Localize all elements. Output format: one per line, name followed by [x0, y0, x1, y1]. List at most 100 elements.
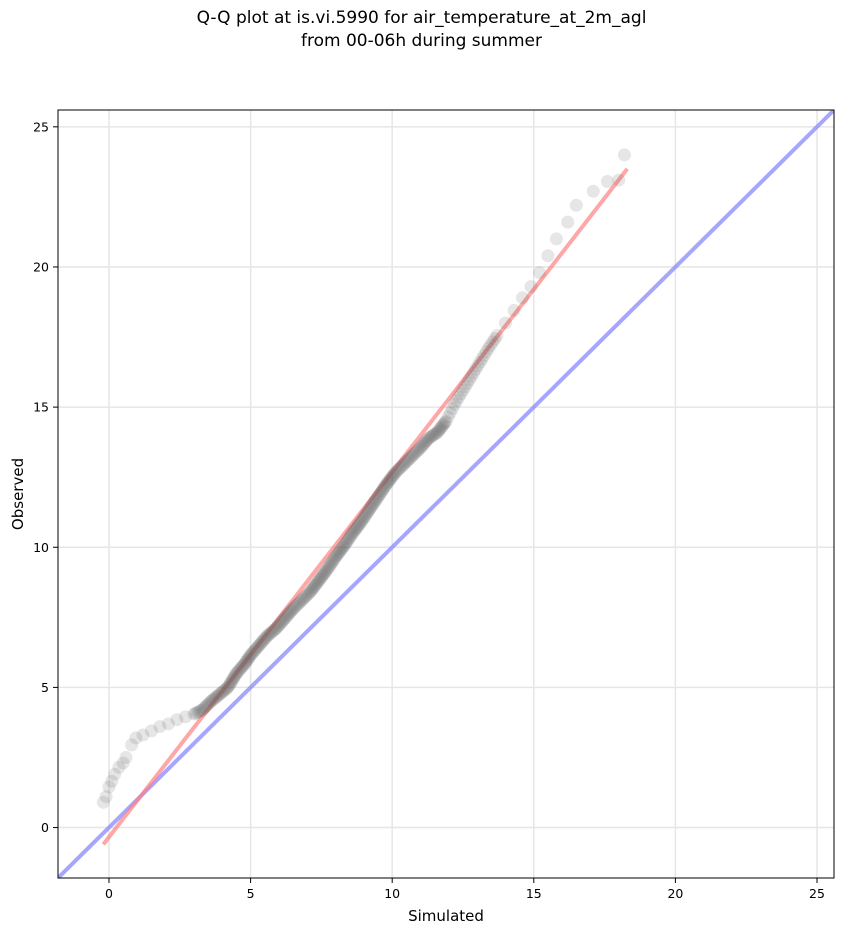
- data-point: [341, 533, 355, 547]
- grid: [58, 110, 834, 878]
- data-point: [269, 622, 283, 636]
- data-point: [263, 626, 277, 640]
- data-point: [195, 703, 209, 717]
- data-point: [314, 571, 328, 585]
- data-point: [406, 448, 420, 462]
- data-point: [319, 564, 333, 578]
- data-point: [481, 341, 495, 355]
- data-point: [295, 594, 309, 608]
- data-point: [612, 173, 626, 187]
- data-point: [241, 652, 255, 666]
- data-point: [447, 397, 461, 411]
- data-point: [416, 438, 430, 452]
- data-point: [253, 637, 267, 651]
- data-point: [231, 665, 245, 679]
- data-point: [316, 568, 330, 582]
- chart-title-line-2: from 00-06h during summer: [301, 31, 542, 51]
- data-point: [364, 501, 378, 515]
- data-point: [322, 560, 336, 574]
- data-point: [315, 570, 329, 584]
- data-point: [515, 291, 529, 305]
- data-point: [401, 453, 415, 467]
- data-point: [441, 410, 455, 424]
- data-point: [344, 528, 358, 542]
- data-point: [436, 418, 450, 432]
- x-tick-label: 5: [247, 886, 255, 901]
- x-tick-label: 20: [667, 886, 683, 901]
- data-point: [335, 542, 349, 556]
- data-point: [99, 790, 113, 804]
- data-point: [391, 463, 405, 477]
- data-point: [208, 691, 222, 705]
- data-point: [325, 555, 339, 569]
- data-point: [299, 589, 313, 603]
- data-point: [486, 335, 500, 349]
- data-point: [200, 699, 214, 713]
- data-point: [422, 431, 436, 445]
- data-point: [244, 648, 258, 662]
- data-point: [369, 493, 383, 507]
- data-point: [394, 460, 408, 474]
- data-point: [240, 654, 254, 668]
- data-point: [337, 539, 351, 553]
- data-point: [329, 550, 343, 564]
- x-tick-label: 0: [105, 886, 113, 901]
- data-point: [234, 661, 248, 675]
- data-point: [261, 629, 275, 643]
- data-point: [257, 633, 271, 647]
- data-point: [477, 348, 491, 362]
- data-point: [238, 657, 252, 671]
- data-point: [428, 427, 442, 441]
- data-point: [352, 518, 366, 532]
- data-point: [372, 488, 386, 502]
- data-point: [297, 591, 311, 605]
- data-point: [389, 465, 403, 479]
- data-point: [549, 232, 563, 246]
- data-point: [351, 519, 365, 533]
- data-point: [432, 424, 446, 438]
- data-point: [235, 659, 249, 673]
- y-tick-label: 25: [33, 119, 49, 134]
- data-point: [426, 428, 440, 442]
- x-tick-label: 10: [384, 886, 400, 901]
- data-point: [201, 697, 215, 711]
- data-point: [471, 359, 485, 373]
- data-point: [312, 574, 326, 588]
- data-point: [469, 362, 483, 376]
- y-tick-label: 0: [41, 820, 49, 835]
- data-point: [411, 444, 425, 458]
- data-point: [293, 595, 307, 609]
- data-point: [600, 174, 614, 188]
- data-point: [338, 537, 352, 551]
- data-point: [223, 677, 237, 691]
- data-point: [274, 616, 288, 630]
- data-point: [357, 510, 371, 524]
- data-point: [326, 553, 340, 567]
- data-point: [383, 473, 397, 487]
- data-point: [435, 420, 449, 434]
- data-point: [251, 640, 265, 654]
- data-point: [378, 479, 392, 493]
- data-point: [250, 641, 264, 655]
- data-point: [178, 710, 192, 724]
- data-point: [218, 683, 232, 697]
- data-point: [270, 620, 284, 634]
- data-point: [245, 647, 259, 661]
- data-point: [112, 760, 126, 774]
- data-point: [367, 496, 381, 510]
- data-points: [96, 148, 631, 809]
- data-point: [229, 666, 243, 680]
- data-point: [304, 584, 318, 598]
- data-point: [129, 731, 143, 745]
- data-point: [243, 650, 257, 664]
- data-point: [102, 780, 116, 794]
- data-point: [247, 644, 261, 658]
- data-point: [285, 603, 299, 617]
- data-point: [376, 482, 390, 496]
- data-point: [144, 724, 158, 738]
- data-point: [170, 713, 184, 727]
- data-point: [414, 441, 428, 455]
- data-point: [273, 617, 287, 631]
- data-point: [252, 638, 266, 652]
- data-point: [307, 579, 321, 593]
